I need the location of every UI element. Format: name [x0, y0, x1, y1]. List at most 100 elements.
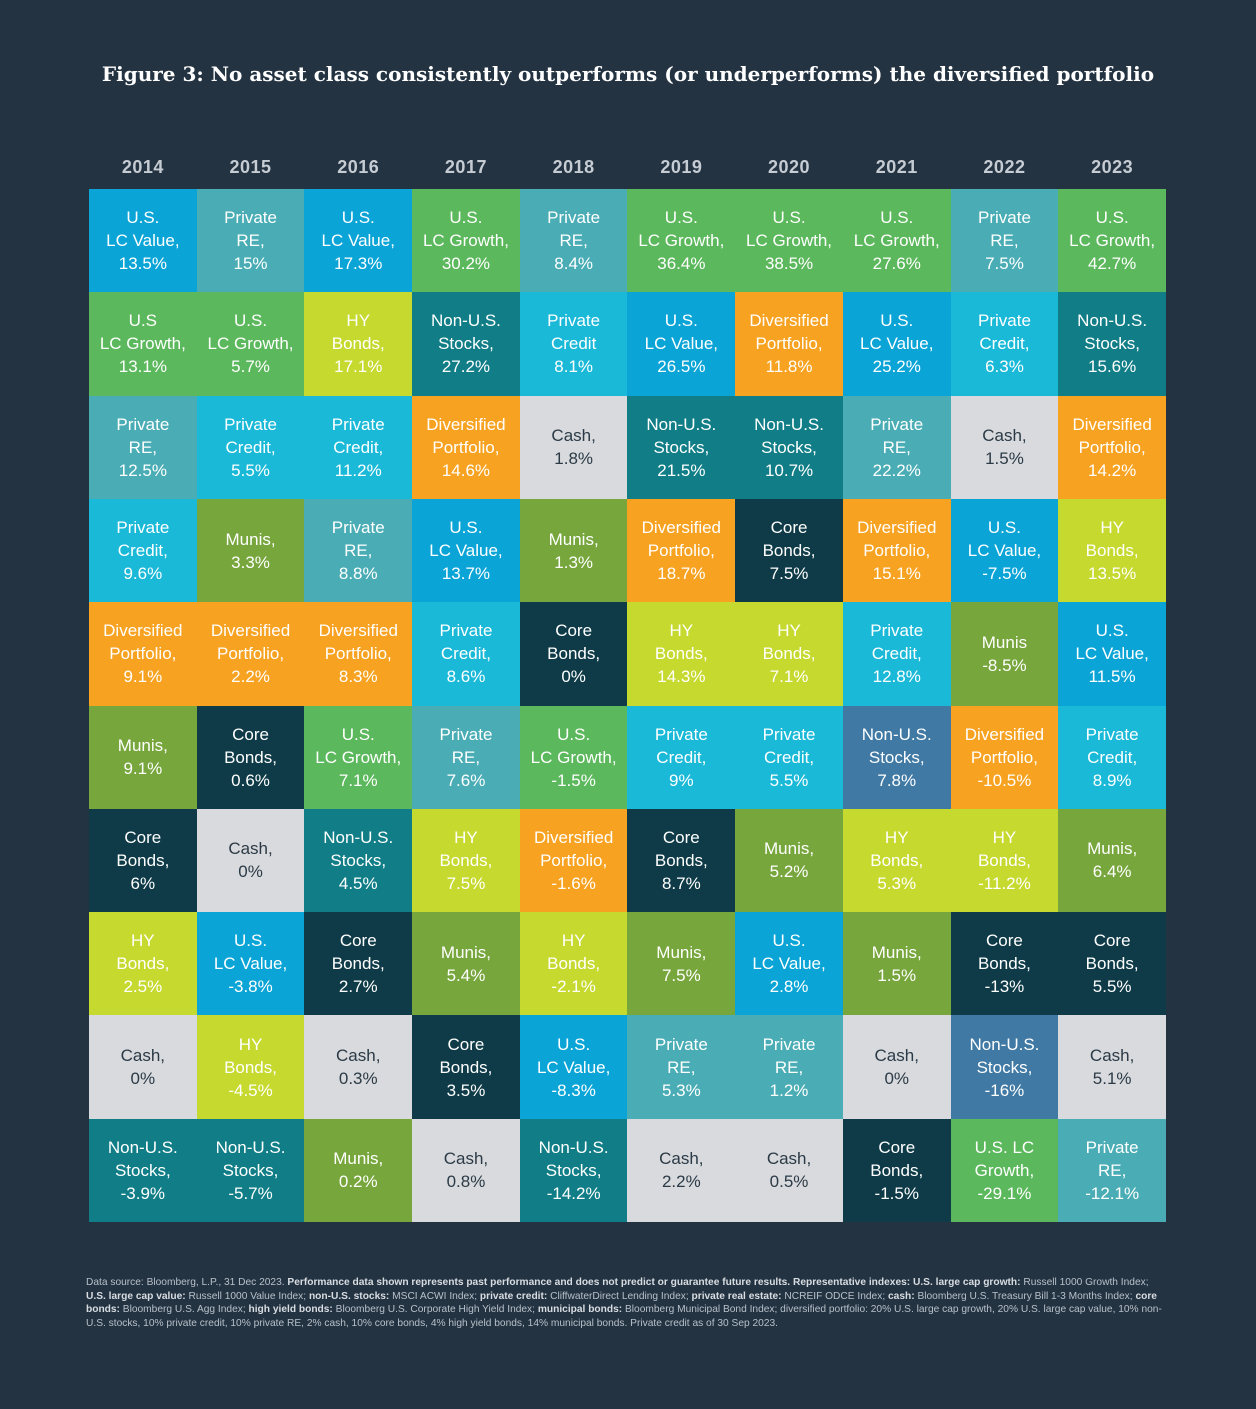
cell-text-line: -29.1% — [977, 1183, 1032, 1203]
cell-text-line: Portfolio, — [324, 644, 392, 664]
cell-text-line: Credit, — [656, 747, 707, 767]
cell-2016-rank-4: Private RE, 8.8% — [304, 498, 413, 603]
cell-text-line: 0.6% — [231, 770, 270, 790]
cell-text-line: 9.1% — [123, 759, 163, 779]
cell-2020-rank-8: U.S. LC Value, 2.8% — [735, 912, 843, 1016]
cell-text-line: 0% — [561, 667, 586, 687]
cell-text-line: LC Growth, — [1069, 231, 1156, 251]
cell-text-line: -1.5% — [551, 770, 596, 790]
cell-text-line: Bonds, — [654, 850, 708, 870]
cell-text-line: -12.1% — [1085, 1183, 1140, 1203]
cell-text-line: Bonds, — [331, 334, 385, 354]
cell-text-line: Private — [870, 414, 924, 434]
footnote-segment: Bloomberg U.S. Corporate High Yield Inde… — [332, 1304, 538, 1315]
cell-text-line: Stocks, — [653, 437, 710, 457]
cell-text-line: U.S. — [341, 208, 375, 228]
cell-2018-rank-3: Cash, 1.8% — [519, 395, 628, 499]
cell-text-line: Cash, — [1089, 1046, 1135, 1066]
cell-text-line: Private — [1085, 724, 1139, 744]
cell-text-line: 8.1% — [554, 357, 594, 377]
cell-text-line: Bonds, — [1085, 954, 1139, 974]
cell-text-line: Cash, — [336, 1046, 381, 1066]
cell-2019-rank-9: Private RE, 5.3% — [627, 1015, 736, 1119]
cell-text-line: 7.5% — [769, 564, 809, 584]
cell-text-line: 0.3% — [338, 1069, 378, 1089]
cell-text-line: Core — [447, 1034, 485, 1054]
cell-text-line: 25.2% — [872, 357, 921, 377]
footnote-segment: Performance data shown represents past p… — [287, 1277, 1021, 1288]
cell-text-line: Bonds, — [439, 850, 493, 870]
chart-title: Figure 3: No asset class consistently ou… — [101, 62, 1155, 86]
cell-text-line: HY — [238, 1034, 263, 1054]
cell-text-line: 27.6% — [872, 254, 921, 274]
cell-text-line: U.S. — [1095, 208, 1129, 228]
cell-2014-rank-2: U.S LC Growth, 13.1% — [89, 292, 197, 396]
cell-text-line: 9.6% — [123, 564, 163, 584]
cell-text-line: Diversified — [426, 414, 506, 434]
cell-2020-rank-5: HY Bonds, 7.1% — [735, 602, 843, 706]
cell-text-line: Bonds, — [977, 850, 1031, 870]
cell-2020-rank-1: U.S. LC Growth, 38.5% — [735, 189, 843, 293]
year-label-2018: 2018 — [552, 157, 595, 177]
cell-text-line: 1.5% — [877, 965, 917, 985]
cell-text-line: Private — [224, 208, 277, 228]
cell-2023-rank-7: Munis, 6.4% — [1058, 808, 1166, 913]
cell-2015-rank-3: Private Credit, 5.5% — [196, 395, 305, 499]
cell-text-line: Cash, — [443, 1149, 489, 1169]
cell-text-line: Diversified — [964, 724, 1045, 744]
cell-text-line: LC Value, — [536, 1057, 611, 1077]
cell-text-line: 3.5% — [446, 1080, 486, 1100]
cell-text-line: U.S. — [664, 208, 698, 228]
cell-text-line: Core — [339, 931, 377, 951]
cell-text-line: Core — [770, 518, 808, 538]
cell-text-line: Private — [547, 208, 601, 228]
cell-2015-rank-7: Cash, 0% — [196, 808, 305, 913]
footnote-segment: MSCI ACWI Index; — [389, 1290, 480, 1302]
cell-2017-rank-9: Core Bonds, 3.5% — [412, 1015, 520, 1119]
cell-text-line: RE, — [1097, 1160, 1127, 1180]
cell-text-line: Munis, — [1087, 839, 1138, 859]
cell-2019-rank-6: Private Credit, 9% — [627, 705, 736, 809]
cell-text-line: 15.6% — [1088, 357, 1137, 377]
cell-text-line: Core — [986, 931, 1023, 951]
cell-text-line: LC Growth, — [99, 334, 186, 354]
cell-text-line: Bonds, — [870, 1160, 924, 1180]
cell-text-line: Private — [439, 724, 493, 744]
cell-2020-rank-7: Munis, 5.2% — [735, 808, 843, 913]
cell-2017-rank-7: HY Bonds, 7.5% — [412, 808, 520, 913]
cell-2019-rank-3: Non-U.S. Stocks, 21.5% — [627, 395, 736, 499]
cell-text-line: U.S — [128, 311, 158, 331]
cell-text-line: Core — [1093, 931, 1131, 951]
cell-text-line: 0.8% — [446, 1172, 486, 1192]
cell-text-line: Non-U.S. — [215, 1137, 286, 1157]
cell-2022-rank-9: Non-U.S. Stocks, -16% — [950, 1015, 1059, 1119]
cell-text-line: U.S. — [1095, 621, 1129, 641]
cell-text-line: Stocks, — [976, 1057, 1033, 1077]
cell-2019-rank-10: Cash, 2.2% — [627, 1118, 736, 1222]
cell-text-line: RE, — [344, 541, 373, 561]
cell-2014-rank-7: Core Bonds, 6% — [89, 808, 197, 913]
cell-text-line: HY — [1100, 518, 1124, 538]
cell-text-line: Non-U.S. — [538, 1137, 609, 1157]
cell-text-line: 5.7% — [231, 357, 270, 377]
cell-text-line: 8.9% — [1092, 770, 1132, 790]
cell-text-line: 17.1% — [334, 357, 383, 377]
cell-text-line: Portfolio, — [109, 644, 177, 664]
cell-text-line: -13% — [984, 977, 1025, 997]
cell-2023-rank-2: Non-U.S. Stocks, 15.6% — [1058, 292, 1166, 396]
cell-2021-rank-7: HY Bonds, 5.3% — [842, 808, 951, 913]
cell-text-line: 42.7% — [1088, 254, 1137, 274]
cell-text-line: Credit, — [333, 437, 384, 457]
cell-text-line: 0% — [238, 862, 263, 882]
cell-text-line: Private — [224, 414, 277, 434]
cell-text-line: LC Growth, — [746, 231, 833, 251]
asset-class-grid: U.S. LC Value, 13.5% U.S LC Growth, 13.1% Priv… — [89, 189, 1166, 1222]
cell-2020-rank-9: Private RE, 1.2% — [735, 1015, 843, 1119]
cell-text-line: Stocks, — [114, 1160, 171, 1180]
cell-2022-rank-7: HY Bonds, -11.2% — [950, 808, 1059, 913]
year-label-2017: 2017 — [444, 157, 487, 177]
cell-text-line: -4.5% — [228, 1080, 273, 1100]
cell-2017-rank-6: Private RE, 7.6% — [412, 705, 520, 809]
cell-text-line: 15.1% — [872, 564, 921, 584]
cell-text-line: Portfolio, — [755, 334, 823, 354]
